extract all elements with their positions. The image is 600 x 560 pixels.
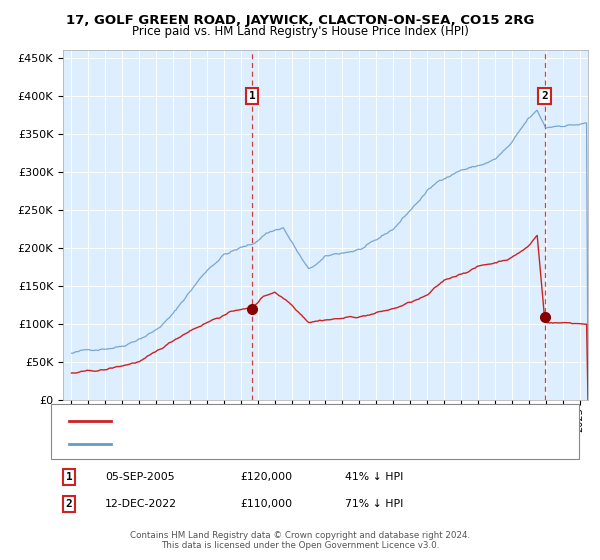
Text: Contains HM Land Registry data © Crown copyright and database right 2024.
This d: Contains HM Land Registry data © Crown c… — [130, 530, 470, 550]
Text: 17, GOLF GREEN ROAD, JAYWICK, CLACTON-ON-SEA, CO15 2RG (detached house): 17, GOLF GREEN ROAD, JAYWICK, CLACTON-ON… — [120, 416, 527, 426]
Text: Price paid vs. HM Land Registry's House Price Index (HPI): Price paid vs. HM Land Registry's House … — [131, 25, 469, 38]
Text: 05-SEP-2005: 05-SEP-2005 — [105, 472, 175, 482]
Text: HPI: Average price, detached house, Tendring: HPI: Average price, detached house, Tend… — [120, 439, 347, 449]
Text: 71% ↓ HPI: 71% ↓ HPI — [345, 499, 403, 509]
Text: £120,000: £120,000 — [240, 472, 292, 482]
Text: 17, GOLF GREEN ROAD, JAYWICK, CLACTON-ON-SEA, CO15 2RG: 17, GOLF GREEN ROAD, JAYWICK, CLACTON-ON… — [66, 14, 534, 27]
Text: 12-DEC-2022: 12-DEC-2022 — [105, 499, 177, 509]
Text: 41% ↓ HPI: 41% ↓ HPI — [345, 472, 403, 482]
Text: 2: 2 — [65, 499, 73, 509]
Text: 2: 2 — [541, 91, 548, 101]
Text: £110,000: £110,000 — [240, 499, 292, 509]
Text: 1: 1 — [65, 472, 73, 482]
Text: 1: 1 — [249, 91, 256, 101]
